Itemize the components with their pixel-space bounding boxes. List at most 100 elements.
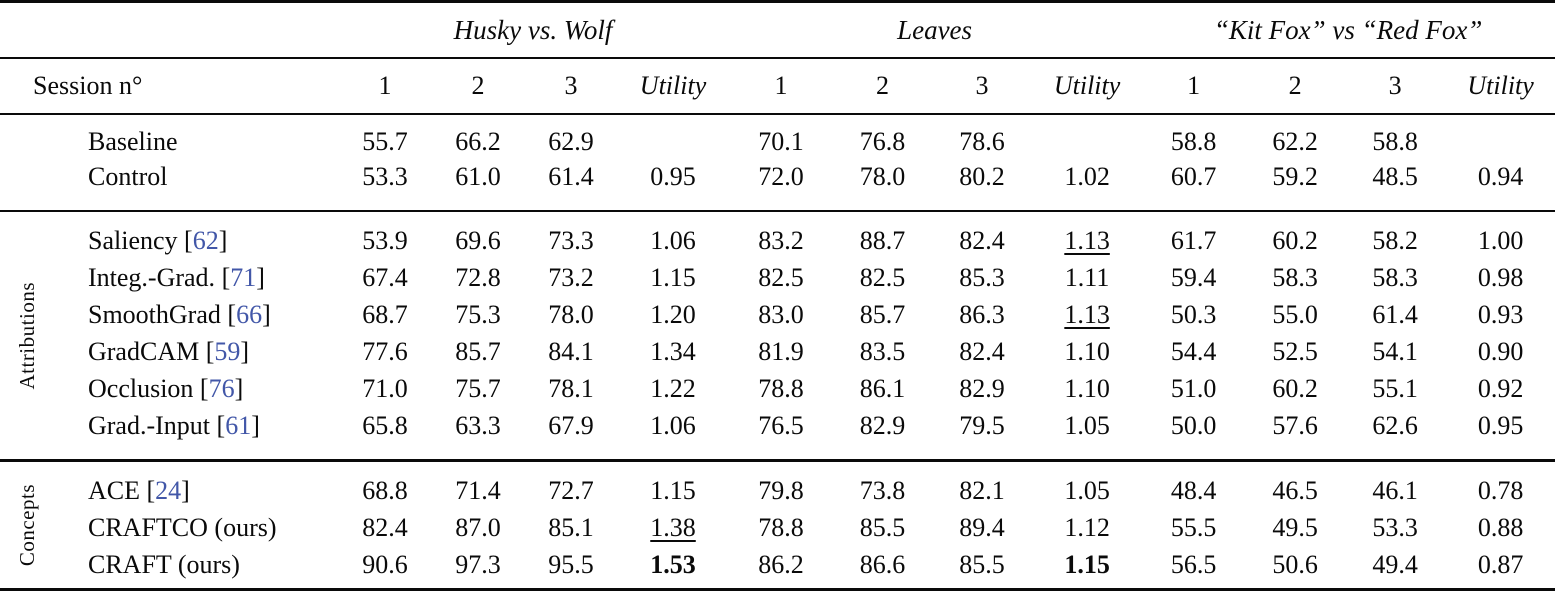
value-cell: 0.98: [1477, 263, 1524, 292]
value-cell: 73.3: [548, 226, 594, 255]
value-cell: 78.8: [758, 374, 804, 403]
value-cell: [618, 114, 728, 159]
value-cell: 1.34: [650, 337, 696, 366]
value-cell: 61.7: [1170, 226, 1217, 255]
value-cell: 55.1: [1372, 374, 1418, 403]
method-label-cell: ACE [24]: [88, 476, 190, 505]
method-label-cell: Baseline: [55, 114, 338, 159]
value-cell: 0.92: [1477, 374, 1524, 403]
value-cell: 1.05: [1064, 411, 1110, 440]
value-cell: 1.02: [1064, 162, 1110, 191]
value-cell: [1033, 114, 1141, 159]
value-cell: 51.0: [1170, 374, 1217, 403]
value-cell: 78.0: [859, 162, 906, 191]
value-cell: 87.0: [455, 513, 501, 542]
value-cell: 69.6: [455, 226, 501, 255]
col-header-utility: Utility: [639, 71, 707, 100]
value-cell: 55.0: [1272, 300, 1318, 329]
value-cell: 1.53: [650, 550, 696, 579]
value-cell: 97.3: [455, 550, 501, 579]
value-cell: 68.8: [362, 476, 408, 505]
value-cell: 76.8: [859, 127, 906, 156]
value-cell: 50.3: [1170, 300, 1217, 329]
value-cell: 1.13: [1064, 226, 1110, 255]
table-row: Concepts ACE [24] 68.8 71.4 72.7 1.15 79.8 73.8…: [0, 461, 1555, 566]
citation-link[interactable]: 71: [230, 263, 257, 292]
value-cell: 79.5: [959, 411, 1005, 440]
section-side-label: [0, 114, 55, 211]
value-cell: 0.95: [1477, 411, 1524, 440]
group-header-husky-vs-wolf: Husky vs. Wolf: [453, 14, 613, 45]
value-cell: 58.3: [1372, 263, 1418, 292]
value-cell: 46.5: [1272, 476, 1318, 505]
value-cell: 1.15: [650, 476, 696, 505]
method-label-cell: Occlusion [76]: [88, 374, 244, 403]
value-cell: 75.3: [455, 300, 501, 329]
method-label-cell: Control: [55, 159, 338, 211]
citation-link[interactable]: 62: [192, 226, 219, 255]
value-cell: [1446, 114, 1555, 159]
table-row: GradCAM [59] 77.6 85.7 84.1 1.34 81.9 83.5 82.4…: [0, 333, 1555, 370]
col-header-session-2: 2: [1288, 71, 1302, 100]
value-cell: 71.4: [455, 476, 501, 505]
value-cell: 58.3: [1272, 263, 1318, 292]
col-header-session-3: 3: [975, 71, 989, 100]
table-row: Integ.-Grad. [71] 67.4 72.8 73.2 1.15 82.5 82.…: [0, 259, 1555, 296]
value-cell: 86.2: [758, 550, 804, 579]
citation-link[interactable]: 61: [225, 411, 252, 440]
citation-link[interactable]: 59: [214, 337, 241, 366]
section-side-label: Concepts: [0, 461, 55, 590]
value-cell: 62.2: [1272, 127, 1318, 156]
method-label-cell: Grad.-Input [61]: [88, 411, 260, 440]
col-header-session-2: 2: [471, 71, 485, 100]
value-cell: 0.95: [650, 162, 696, 191]
table-row: Control 53.3 61.0 61.4 0.95 72.0 78.0 80.2 1.02 6…: [0, 159, 1555, 211]
value-cell: 78.6: [959, 127, 1005, 156]
value-cell: 54.1: [1372, 337, 1418, 366]
section-concepts: Concepts ACE [24] 68.8 71.4 72.7 1.15 79.8 73.8…: [0, 460, 1555, 590]
value-cell: 80.2: [959, 162, 1005, 191]
value-cell: 0.90: [1477, 337, 1524, 366]
citation-link[interactable]: 24: [155, 476, 182, 505]
value-cell: 76.5: [758, 411, 804, 440]
table-row: Occlusion [76] 71.0 75.7 78.1 1.22 78.8 86.1 82…: [0, 370, 1555, 407]
method-name: Occlusion: [88, 374, 194, 403]
value-cell: 1.20: [650, 300, 696, 329]
value-cell: 49.4: [1372, 550, 1418, 579]
table-row: Attributions Saliency [62] 53.9 69.6 73.3 1.0…: [0, 211, 1555, 389]
value-cell: 77.6: [362, 337, 408, 366]
citation-link[interactable]: 76: [208, 374, 235, 403]
value-cell: 1.10: [1064, 374, 1110, 403]
group-header-row: Husky vs. Wolf Leaves “Kit Fox” vs “Red …: [0, 2, 1555, 58]
value-cell: 62.9: [548, 127, 594, 156]
value-cell: 0.93: [1477, 300, 1524, 329]
value-cell: 0.94: [1477, 162, 1524, 191]
value-cell: 1.13: [1064, 300, 1110, 329]
value-cell: 1.06: [650, 226, 696, 255]
method-name: GradCAM: [88, 337, 200, 366]
value-cell: 85.7: [859, 300, 906, 329]
citation-link[interactable]: 66: [236, 300, 263, 329]
value-cell: 82.4: [362, 513, 408, 542]
value-cell: 48.5: [1372, 162, 1418, 191]
col-header-session-1: 1: [774, 71, 788, 100]
value-cell: 52.5: [1272, 337, 1318, 366]
value-cell: 1.00: [1477, 226, 1524, 255]
value-cell: 82.5: [758, 263, 804, 292]
value-cell: 53.3: [362, 162, 408, 191]
value-cell: 65.8: [362, 411, 408, 440]
method-name: CRAFT (ours): [88, 550, 240, 579]
value-cell: 67.9: [548, 411, 594, 440]
value-cell: 1.15: [1064, 550, 1110, 579]
value-cell: 61.4: [548, 162, 594, 191]
value-cell: 83.5: [859, 337, 906, 366]
col-header-session-1: 1: [378, 71, 392, 100]
value-cell: 85.1: [548, 513, 594, 542]
value-cell: 71.0: [362, 374, 408, 403]
value-cell: 61.4: [1372, 300, 1418, 329]
value-cell: 82.4: [959, 226, 1005, 255]
value-cell: 82.1: [959, 476, 1005, 505]
method-label-cell: CRAFTCO (ours): [55, 509, 338, 546]
